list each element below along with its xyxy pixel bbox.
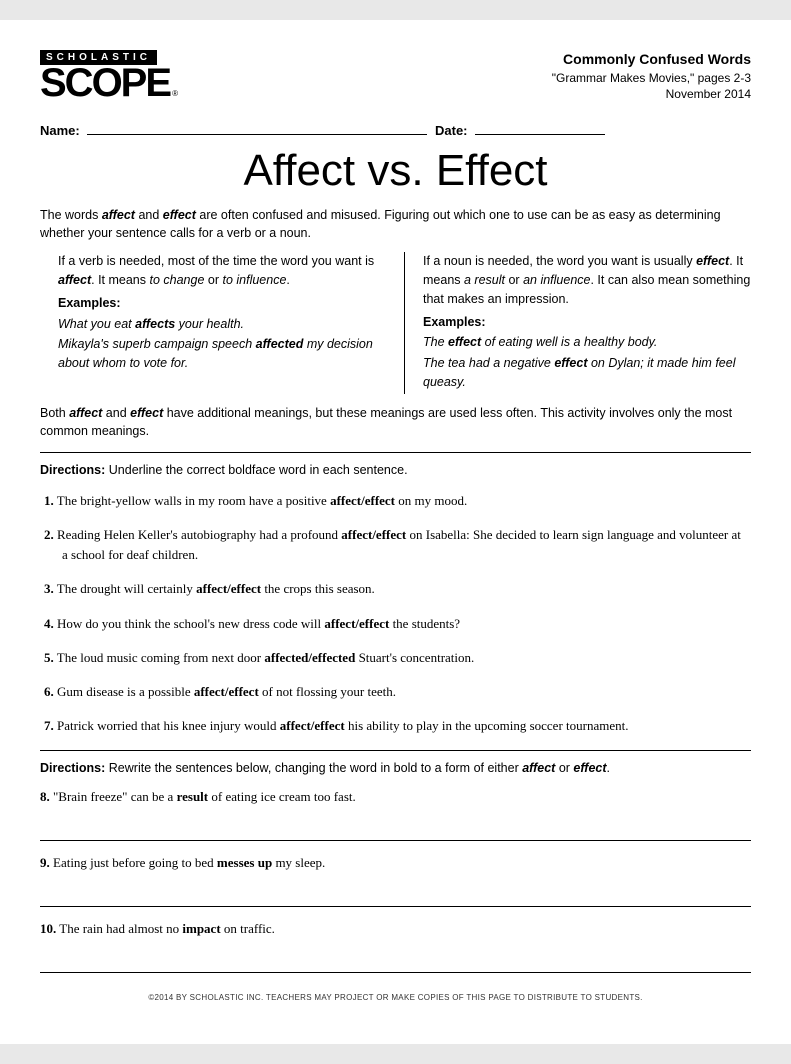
answer-blank[interactable] [40,955,751,973]
seg: Both [40,406,69,420]
page-title: Affect vs. Effect [40,146,751,196]
intro-text: The words affect and effect are often co… [40,206,751,242]
question-item: 2. Reading Helen Keller's autobiography … [44,525,747,565]
seg: If a verb is needed, most of the time th… [58,254,374,268]
header-meta: Commonly Confused Words "Grammar Makes M… [552,50,751,103]
question-item: 3. The drought will certainly affect/eff… [44,579,747,599]
seg: effect [696,254,729,268]
seg: . [286,273,289,287]
question-item: 9. Eating just before going to bed messe… [40,855,751,871]
issue-date: November 2014 [552,86,751,103]
seg: effect [573,761,606,775]
seg: affect [69,406,102,420]
examples-label: Examples: [58,294,386,313]
question-item: 4. How do you think the school's new dre… [44,614,747,634]
directions-2: Directions: Rewrite the sentences below,… [40,761,751,775]
seg: or [505,273,523,287]
question-item: 7. Patrick worried that his knee injury … [44,716,747,736]
seg: effect [554,356,587,370]
intro-word: affect [102,208,135,222]
date-label: Date: [435,123,468,138]
seg: and [102,406,130,420]
date-blank[interactable] [475,134,605,135]
examples-label: Examples: [423,313,751,332]
noun-column: If a noun is needed, the word you want i… [404,252,751,393]
seg: affected [256,337,304,351]
question-item: 6. Gum disease is a possible affect/effe… [44,682,747,702]
brand-main: SCOPE [40,65,170,101]
intro-word: effect [163,208,196,222]
seg: effect [448,335,481,349]
seg: effect [130,406,163,420]
divider [40,452,751,453]
directions-text: Underline the correct boldface word in e… [105,463,407,477]
seg: an influence [523,273,590,287]
seg: your health. [175,317,244,331]
seg: to influence [222,273,286,287]
answer-blank[interactable] [40,823,751,841]
seg: The [423,335,448,349]
intro-seg: The words [40,208,102,222]
seg: . [607,761,610,775]
logo: SCHOLASTIC SCOPE [40,50,170,101]
seg: Mikayla's superb campaign speech [58,337,256,351]
name-date-row: Name: Date: [40,123,751,138]
name-label: Name: [40,123,80,138]
question-list-2: 8. "Brain freeze" can be a result of eat… [40,789,751,973]
category: Commonly Confused Words [552,50,751,70]
seg: or [555,761,573,775]
seg: If a noun is needed, the word you want i… [423,254,696,268]
question-list-1: 1. The bright-yellow walls in my room ha… [40,491,751,736]
seg: affects [135,317,175,331]
answer-blank[interactable] [40,889,751,907]
seg: to change [149,273,204,287]
intro-seg: and [135,208,163,222]
question-item: 1. The bright-yellow walls in my room ha… [44,491,747,511]
seg: . It means [91,273,149,287]
directions-label: Directions: [40,463,105,477]
seg: Rewrite the sentences below, changing th… [105,761,522,775]
note-text: Both affect and effect have additional m… [40,404,751,440]
seg: affect [58,273,91,287]
seg: or [204,273,222,287]
question-item: 8. "Brain freeze" can be a result of eat… [40,789,751,805]
worksheet-page: SCHOLASTIC SCOPE Commonly Confused Words… [0,20,791,1044]
seg: a result [464,273,505,287]
verb-column: If a verb is needed, most of the time th… [58,252,404,393]
question-item: 5. The loud music coming from next door … [44,648,747,668]
seg: of eating well is a healthy body. [481,335,657,349]
definition-columns: If a verb is needed, most of the time th… [58,252,751,393]
seg: What you eat [58,317,135,331]
subtitle: "Grammar Makes Movies," pages 2-3 [552,70,751,87]
header: SCHOLASTIC SCOPE Commonly Confused Words… [40,50,751,103]
directions-1: Directions: Underline the correct boldfa… [40,463,751,477]
question-item: 10. The rain had almost no impact on tra… [40,921,751,937]
name-blank[interactable] [87,134,427,135]
seg: The tea had a negative [423,356,554,370]
divider [40,750,751,751]
copyright-footer: ©2014 BY SCHOLASTIC INC. TEACHERS MAY PR… [40,993,751,1002]
directions-label: Directions: [40,761,105,775]
seg: affect [522,761,555,775]
